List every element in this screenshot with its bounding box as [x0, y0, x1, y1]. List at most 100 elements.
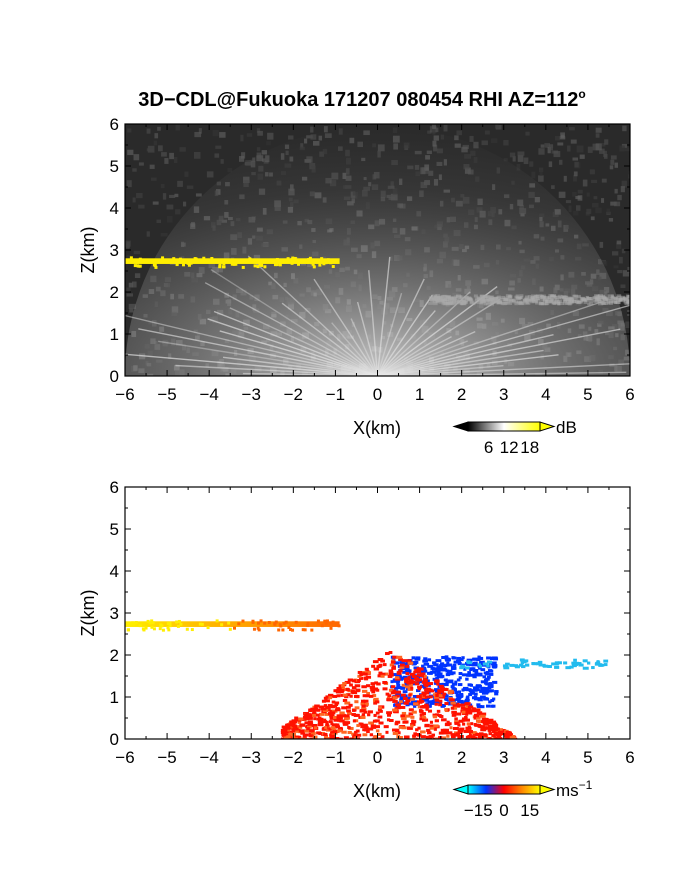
intensity-weak-layer-speck — [584, 298, 590, 302]
velocity-approaching-region-speck — [318, 705, 325, 709]
velocity-receding-region-speck — [458, 658, 464, 662]
intensity-cloud-layer-speck — [308, 256, 312, 260]
velocity-approaching-region-speck — [400, 693, 406, 697]
noise-speck — [516, 164, 521, 171]
velocity-cloud-layer — [125, 621, 340, 627]
velocity-approaching-region-speck — [324, 712, 330, 716]
intensity-weak-layer-speck — [557, 296, 562, 300]
intensity-weak-layer-speck — [548, 294, 554, 298]
velocity-approaching-region-speck — [464, 715, 468, 719]
velocity-receding-region-speck — [402, 675, 408, 679]
velocity-approaching-region-speck — [457, 703, 464, 707]
velocity-far-layer-speck — [603, 659, 609, 663]
intensity-weak-layer-speck — [562, 296, 568, 300]
velocity-approaching-region-speck — [347, 678, 354, 682]
velocity-far-layer-speck — [524, 663, 530, 667]
velocity-approaching-region-speck — [329, 709, 334, 713]
velocity-approaching-region-speck — [347, 730, 352, 734]
velocity-receding-region-speck — [457, 662, 462, 666]
noise-speck — [481, 140, 488, 146]
intensity-cloud-layer-speck — [258, 263, 262, 267]
noise-speck — [128, 303, 136, 309]
velocity-approaching-region-speck — [386, 698, 393, 702]
intensity-x-tick-label: 0 — [373, 385, 382, 404]
velocity-approaching-region-speck — [377, 708, 382, 712]
velocity-approaching-region-speck — [344, 716, 350, 720]
velocity-receding-region-speck — [433, 663, 439, 667]
velocity-approaching-region-speck — [438, 699, 443, 703]
velocity-approaching-region-speck — [444, 723, 450, 727]
velocity-approaching-region-speck — [344, 680, 351, 684]
velocity-receding-region-speck — [426, 671, 433, 675]
velocity-approaching-region-speck — [447, 731, 453, 735]
intensity-weak-layer-speck — [516, 300, 523, 304]
velocity-approaching-region-speck — [449, 698, 455, 702]
intensity-weak-layer-speck — [618, 297, 622, 301]
velocity-cloud-layer-speck — [127, 621, 131, 625]
velocity-approaching-region-speck — [387, 694, 392, 698]
velocity-approaching-region-speck — [416, 667, 421, 671]
velocity-approaching-region-speck — [401, 726, 407, 730]
velocity-approaching-region-speck — [332, 730, 338, 734]
velocity-colorbar-tick-label: 15 — [520, 801, 539, 820]
velocity-approaching-region-speck — [308, 716, 313, 720]
velocity-approaching-region-speck — [395, 703, 401, 707]
velocity-approaching-region-speck — [428, 735, 434, 739]
noise-speck — [241, 152, 246, 159]
noise-speck — [538, 175, 544, 182]
velocity-receding-region-speck — [459, 693, 463, 697]
velocity-approaching-region-speck — [412, 734, 417, 738]
velocity-y-tick-label: 1 — [110, 688, 119, 707]
intensity-weak-layer-speck — [571, 299, 577, 303]
velocity-cloud-layer-speck — [128, 622, 132, 626]
velocity-receding-region-speck — [438, 665, 443, 669]
velocity-y-tick-label: 0 — [110, 730, 119, 749]
velocity-approaching-region-speck — [367, 710, 373, 714]
velocity-approaching-region-speck — [384, 672, 389, 676]
velocity-approaching-region-speck — [405, 699, 411, 703]
velocity-approaching-region-speck — [461, 710, 466, 714]
velocity-receding-region-speck — [466, 673, 470, 677]
velocity-approaching-region-speck — [342, 721, 347, 725]
noise-speck — [538, 148, 545, 155]
velocity-approaching-region-speck — [411, 710, 417, 714]
velocity-far-layer-speck — [514, 665, 520, 669]
velocity-approaching-region-speck — [332, 704, 337, 708]
velocity-approaching-region-speck — [411, 674, 417, 678]
velocity-receding-region-speck — [490, 704, 494, 708]
intensity-cloud-layer-speck — [138, 257, 142, 261]
noise-speck — [539, 169, 543, 176]
intensity-weak-layer-speck — [496, 300, 500, 304]
velocity-approaching-region-speck — [506, 734, 511, 738]
noise-speck — [127, 149, 134, 156]
velocity-cloud-layer-speck — [168, 624, 172, 628]
velocity-approaching-region-speck — [403, 701, 409, 705]
velocity-approaching-region-speck — [456, 712, 462, 716]
noise-speck — [443, 124, 448, 132]
velocity-approaching-region-speck — [473, 716, 478, 720]
velocity-cloud-layer-speck — [161, 628, 165, 632]
intensity-weak-layer-speck — [535, 301, 539, 305]
noise-speck — [134, 273, 141, 278]
noise-speck — [575, 205, 581, 211]
velocity-plot-background — [125, 487, 630, 739]
velocity-receding-region-speck — [468, 673, 474, 677]
noise-speck — [523, 157, 529, 165]
intensity-weak-layer-speck — [500, 302, 504, 306]
velocity-approaching-region-speck — [414, 668, 419, 672]
velocity-approaching-region-speck — [429, 689, 435, 693]
velocity-approaching-region-speck — [475, 732, 480, 736]
fan-ray — [377, 335, 452, 376]
velocity-cloud-layer-speck — [131, 621, 135, 625]
velocity-receding-region-speck — [451, 682, 458, 686]
velocity-approaching-region-speck — [421, 712, 426, 716]
velocity-approaching-region-speck — [344, 695, 349, 699]
velocity-x-tick-label: 1 — [415, 748, 424, 767]
velocity-receding-region-speck — [464, 698, 470, 702]
intensity-weak-layer-speck — [551, 295, 558, 299]
velocity-receding-region-speck — [466, 658, 473, 662]
intensity-colorbar-unit: dB — [556, 418, 577, 437]
velocity-approaching-region-speck — [281, 725, 286, 729]
velocity-approaching-region-speck — [403, 735, 410, 739]
velocity-approaching-region-speck — [498, 737, 503, 739]
